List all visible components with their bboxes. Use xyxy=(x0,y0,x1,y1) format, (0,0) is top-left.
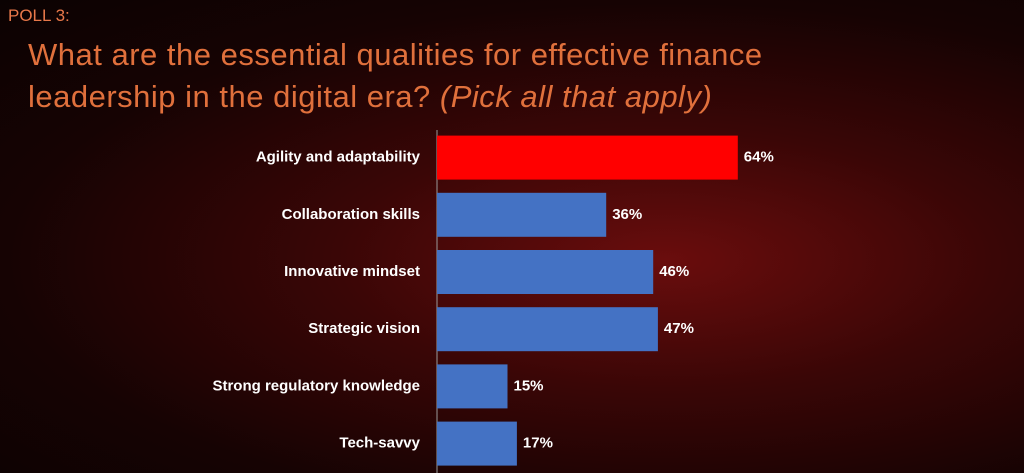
bar xyxy=(437,250,654,294)
bar xyxy=(437,192,607,237)
category-label: Strategic vision xyxy=(308,320,420,337)
category-label: Tech-savvy xyxy=(339,435,420,452)
value-label: 46% xyxy=(659,263,689,280)
poll-label: POLL 3: xyxy=(8,6,70,25)
chart-title: What are the essential qualities for eff… xyxy=(28,37,763,114)
question: What are the essential qualities for eff… xyxy=(28,34,898,118)
bar xyxy=(437,421,517,466)
category-label: Agility and adaptability xyxy=(256,149,421,166)
category-label: Strong regulatory knowledge xyxy=(212,377,420,394)
value-label: 64% xyxy=(744,149,774,166)
bar xyxy=(437,307,658,352)
value-label: 36% xyxy=(612,206,642,223)
category-label: Innovative mindset xyxy=(284,263,420,280)
category-label: Collaboration skills xyxy=(282,206,420,223)
value-label: 47% xyxy=(664,320,694,337)
value-label: 15% xyxy=(514,377,544,394)
bar xyxy=(437,135,738,180)
value-label: 17% xyxy=(523,435,553,452)
bar xyxy=(437,364,508,409)
chart-subtitle: (Pick all that apply) xyxy=(439,79,713,114)
